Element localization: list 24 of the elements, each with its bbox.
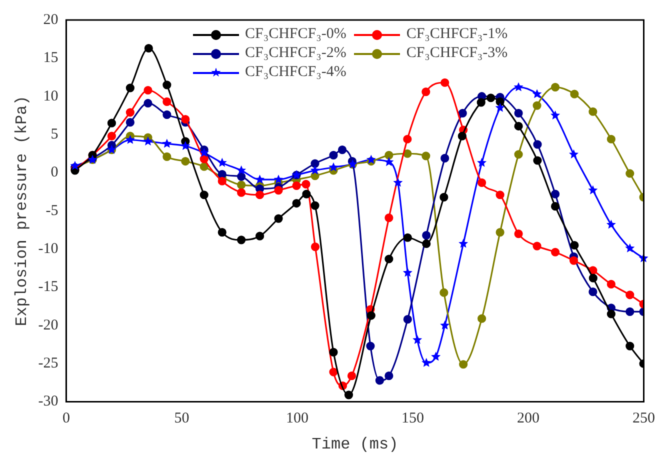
x-axis-title: Time (ms) (312, 436, 398, 454)
y-tick-label: 10 (43, 88, 58, 104)
x-tick-label: 200 (516, 410, 540, 427)
legend-label: CF₃CHFCF₃-4% (245, 64, 346, 81)
legend-label: CF₃CHFCF₃-0% (245, 26, 346, 43)
y-tick-label: -30 (38, 394, 58, 410)
legend-label: CF₃CHFCF₃-1% (406, 26, 508, 43)
legend-label: CF₃CHFCF₃-3% (406, 45, 508, 62)
y-axis-title: Explosion pressure (kPa) (12, 96, 31, 326)
x-tick-label: 0 (62, 410, 70, 427)
y-tick-label: -20 (38, 317, 58, 334)
y-tick-label: -15 (38, 279, 58, 296)
y-tick-label: 20 (43, 12, 58, 28)
y-tick-label: 0 (50, 164, 58, 181)
x-tick-label: 250 (632, 410, 655, 427)
x-tick-label: 150 (401, 410, 424, 427)
y-tick-label: 5 (50, 126, 58, 142)
y-tick-label: -5 (46, 202, 58, 219)
y-tick-label: 15 (43, 50, 58, 66)
x-tick-label: 50 (174, 410, 190, 427)
y-tick-label: -25 (38, 356, 58, 372)
legend-label: CF₃CHFCF₃-2% (245, 45, 346, 62)
x-tick-label: 100 (286, 410, 308, 427)
y-tick-label: -10 (38, 241, 58, 258)
